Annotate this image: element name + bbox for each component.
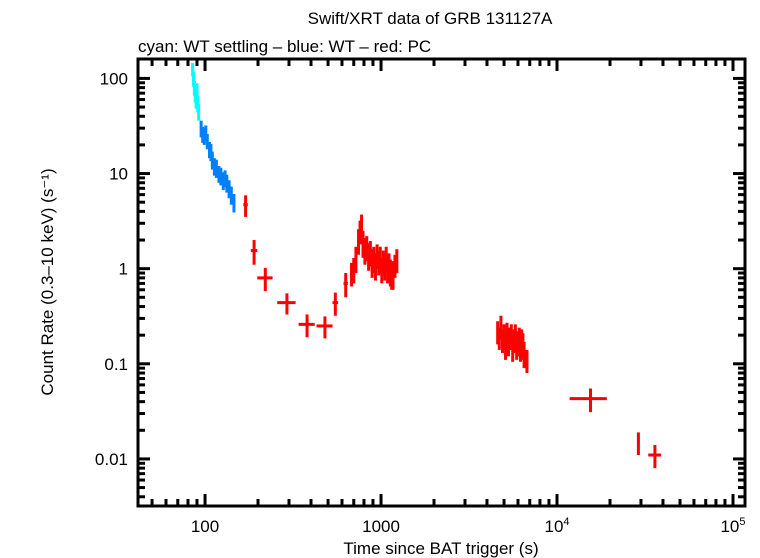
data-point (316, 316, 333, 339)
y-tick-label: 1 (119, 260, 128, 279)
data-point (343, 273, 348, 298)
data-point (243, 195, 248, 217)
data-point (522, 341, 526, 369)
data-point (354, 246, 358, 274)
data-point (332, 292, 339, 316)
chart-title: Swift/XRT data of GRB 131127A (308, 9, 553, 28)
data-point (648, 445, 662, 469)
x-tick-label: 100 (191, 517, 219, 536)
data-point (205, 134, 209, 150)
data-point (225, 174, 229, 193)
data-point (277, 293, 296, 315)
y-tick-label: 0.01 (95, 450, 128, 469)
data-point (197, 103, 201, 121)
data-point (219, 167, 223, 186)
data-point (229, 186, 233, 205)
data-point (636, 432, 640, 455)
plot-frame (136, 57, 747, 508)
data-point (525, 349, 529, 374)
data-point (395, 249, 399, 274)
x-tick-label: 104 (544, 516, 569, 536)
chart-subtitle: cyan: WT settling – blue: WT – red: PC (138, 37, 431, 56)
data-point (210, 151, 214, 170)
x-tick-label: 1000 (362, 517, 400, 536)
data-point (250, 240, 258, 265)
data-point (352, 257, 356, 284)
y-tick-label: 10 (109, 165, 128, 184)
data-point (298, 314, 315, 338)
data-point (499, 315, 503, 340)
x-tick-label: 105 (720, 516, 745, 536)
y-axis-label: Count Rate (0.3–10 keV) (s⁻¹) (38, 168, 57, 395)
axis-ticks: 100 1000 104 105 100 10 1 0.1 0.01 (95, 59, 746, 536)
y-tick-label: 100 (100, 69, 128, 88)
data-point (569, 388, 607, 413)
x-axis-label: Time since BAT trigger (s) (343, 539, 538, 558)
data-point (214, 159, 218, 178)
data-points (191, 63, 662, 469)
data-point (257, 267, 273, 292)
data-point (391, 261, 395, 290)
y-tick-label: 0.1 (104, 355, 128, 374)
data-point (232, 193, 236, 213)
